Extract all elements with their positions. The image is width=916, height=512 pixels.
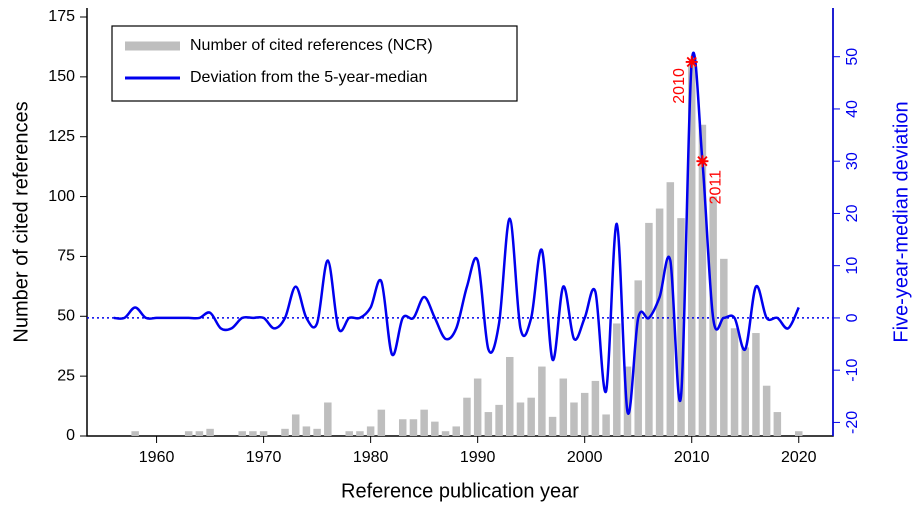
bar bbox=[559, 378, 568, 436]
bar bbox=[506, 356, 514, 436]
x-tick-label: 2000 bbox=[567, 449, 603, 466]
y2-axis-label: Five-year-median deviation bbox=[890, 101, 912, 342]
bar bbox=[249, 431, 257, 436]
y-tick-label: 175 bbox=[48, 8, 75, 25]
bar bbox=[570, 402, 578, 436]
y-tick-label: 125 bbox=[48, 128, 75, 145]
bar bbox=[431, 421, 439, 436]
bar bbox=[420, 409, 428, 436]
bar bbox=[495, 404, 503, 436]
annotation-star bbox=[696, 155, 709, 168]
bar bbox=[720, 258, 728, 436]
y-tick-label: 0 bbox=[66, 427, 75, 444]
bar bbox=[602, 414, 610, 436]
y-axis-label: Number of cited references bbox=[10, 101, 32, 342]
bar bbox=[473, 378, 482, 436]
bar bbox=[195, 431, 204, 436]
y-tick-label: 50 bbox=[57, 308, 75, 325]
y-tick-label: 25 bbox=[57, 367, 75, 384]
bar bbox=[184, 431, 193, 436]
bar bbox=[580, 392, 589, 436]
bar bbox=[698, 124, 707, 436]
y-tick-label: 150 bbox=[48, 68, 75, 85]
bar bbox=[634, 280, 642, 436]
deviation-line bbox=[113, 51, 800, 415]
x-axis-label: Reference publication year bbox=[341, 480, 579, 502]
bar bbox=[398, 419, 407, 436]
y2-tick-label: 20 bbox=[844, 204, 861, 222]
bar bbox=[730, 328, 739, 436]
legend-label: Deviation from the 5-year-median bbox=[190, 69, 427, 86]
bar bbox=[281, 428, 289, 436]
x-tick-label: 2010 bbox=[674, 449, 710, 466]
bar bbox=[548, 416, 557, 436]
bar bbox=[752, 333, 760, 436]
bar bbox=[356, 431, 364, 436]
annotation-label: 2011 bbox=[708, 170, 725, 205]
legend-label: Number of cited references (NCR) bbox=[190, 37, 433, 54]
bar bbox=[687, 64, 696, 436]
bar bbox=[677, 218, 685, 436]
bar bbox=[484, 412, 493, 436]
bar bbox=[313, 428, 321, 436]
x-tick-label: 2020 bbox=[781, 449, 817, 466]
bar bbox=[131, 431, 139, 436]
bar bbox=[666, 182, 675, 436]
annotation-star bbox=[685, 55, 698, 68]
y2-tick-label: 30 bbox=[844, 152, 861, 170]
y2-tick-label: -20 bbox=[844, 411, 861, 434]
bar bbox=[645, 222, 653, 436]
bar bbox=[259, 431, 268, 436]
y2-tick-label: -10 bbox=[844, 359, 861, 382]
bar bbox=[591, 380, 600, 436]
bar bbox=[206, 428, 214, 436]
x-tick-label: 1960 bbox=[139, 449, 175, 466]
x-tick-label: 1970 bbox=[246, 449, 282, 466]
legend-box bbox=[111, 25, 518, 102]
y2-tick-label: 40 bbox=[844, 100, 861, 118]
y-tick-label: 75 bbox=[57, 248, 75, 265]
bar bbox=[655, 208, 664, 436]
annotation-label: 2010 bbox=[671, 68, 688, 104]
y2-tick-label: 50 bbox=[844, 48, 861, 66]
bar bbox=[516, 402, 525, 436]
bar bbox=[366, 426, 375, 436]
y-tick-label: 100 bbox=[48, 188, 75, 205]
x-tick-label: 1990 bbox=[460, 449, 496, 466]
bar bbox=[377, 409, 386, 436]
bar bbox=[795, 431, 803, 436]
bar bbox=[463, 397, 471, 436]
bar bbox=[613, 323, 621, 436]
bar bbox=[741, 347, 749, 436]
bar bbox=[409, 419, 418, 436]
bar bbox=[324, 402, 332, 436]
bar bbox=[452, 426, 460, 436]
bar bbox=[291, 414, 300, 436]
bar bbox=[538, 366, 546, 436]
bar bbox=[238, 431, 246, 436]
y2-tick-label: 10 bbox=[844, 257, 861, 275]
bar bbox=[345, 431, 353, 436]
bar bbox=[527, 397, 535, 436]
bar bbox=[441, 431, 450, 436]
x-tick-label: 1980 bbox=[353, 449, 389, 466]
bar bbox=[302, 426, 311, 436]
bar bbox=[762, 385, 771, 436]
y2-tick-label: 0 bbox=[844, 313, 861, 322]
bar bbox=[773, 412, 782, 436]
